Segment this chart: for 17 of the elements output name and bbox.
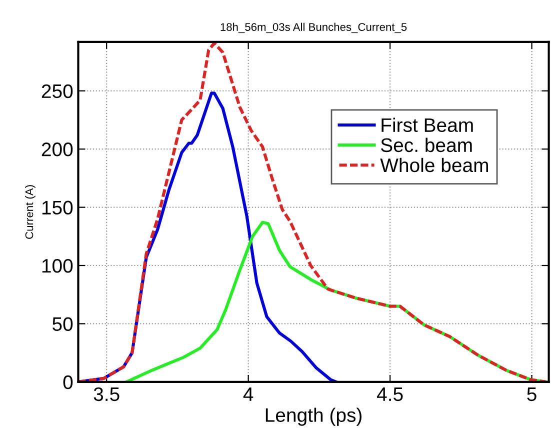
- chart-title: 18h_56m_03s All Bunches_Current_5: [220, 22, 407, 34]
- x-tick-label: 3.5: [94, 387, 120, 402]
- y-tick-label: 200: [42, 142, 73, 156]
- line-series: [78, 42, 548, 382]
- x-tick-label: 5: [527, 388, 536, 402]
- x-tick-label: 4.5: [376, 388, 403, 402]
- y-axis-title: Current (A): [25, 185, 36, 239]
- legend-label: Sec. beam: [380, 138, 472, 152]
- y-tick-label: 0: [63, 375, 73, 390]
- y-tick-label: 250: [42, 84, 73, 98]
- x-tick-label: 4: [243, 388, 254, 401]
- x-axis-title: Length (ps): [266, 408, 362, 426]
- legend-label: Whole beam: [380, 158, 488, 172]
- legend-label: First Beam: [382, 118, 473, 132]
- y-tick-label: 150: [42, 200, 73, 215]
- y-tick-label: 50: [52, 317, 73, 331]
- y-tick-label: 100: [42, 258, 73, 273]
